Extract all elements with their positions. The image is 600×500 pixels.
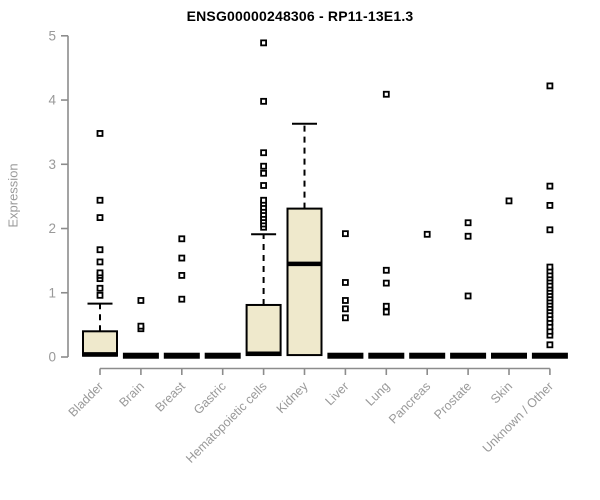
collapsed-box — [368, 352, 405, 359]
box — [245, 303, 282, 357]
outlier-point — [96, 284, 104, 292]
outlier-point — [341, 279, 349, 286]
outlier-point — [464, 219, 472, 227]
outlier-point — [96, 258, 104, 266]
x-tick-label: Liver — [322, 379, 351, 408]
x-tick-label: Lung — [363, 379, 393, 409]
collapsed-box — [163, 352, 200, 359]
outlier-point — [96, 196, 104, 204]
outlier-point — [96, 214, 104, 221]
collapsed-box — [327, 352, 364, 359]
outlier-point — [178, 235, 186, 243]
outlier-point — [260, 39, 268, 47]
x-tick-label: Prostate — [431, 379, 474, 422]
collapsed-box — [122, 352, 159, 359]
outlier-point — [382, 302, 390, 310]
outlier-point — [96, 130, 104, 137]
outlier-point — [382, 308, 390, 316]
y-tick-label: 2 — [48, 221, 56, 236]
x-tick-label: Pancreas — [386, 379, 433, 426]
outlier-point — [260, 149, 268, 157]
box — [286, 207, 323, 357]
y-tick-label: 3 — [48, 157, 56, 172]
outlier-point — [341, 305, 349, 313]
outlier-point — [341, 297, 349, 304]
chart-title: ENSG00000248306 - RP11-13E1.3 — [186, 8, 414, 24]
y-tick-label: 4 — [48, 93, 56, 108]
x-tick-label: Breast — [152, 379, 188, 415]
outlier-point — [178, 295, 186, 303]
outlier-point — [546, 201, 554, 209]
x-tick-label: Kidney — [274, 379, 311, 416]
y-tick-label: 5 — [48, 28, 56, 43]
outlier-point — [505, 197, 513, 205]
outlier-point — [260, 97, 268, 105]
outlier-point — [382, 279, 390, 287]
x-tick-label: Brain — [116, 379, 147, 410]
outlier-point — [96, 291, 104, 299]
outlier-point — [96, 269, 104, 277]
outlier-point — [546, 341, 554, 349]
collapsed-box — [204, 352, 241, 359]
collapsed-box — [450, 352, 487, 359]
outlier-point — [260, 182, 268, 189]
outlier-point — [260, 162, 268, 170]
outlier-point — [178, 272, 186, 279]
outlier-point — [464, 232, 472, 240]
collapsed-box — [491, 352, 527, 359]
y-tick-label: 0 — [48, 350, 56, 365]
outlier-point — [137, 297, 145, 304]
x-tick-label: Skin — [488, 379, 515, 406]
outlier-point — [382, 266, 390, 274]
outlier-point — [546, 263, 554, 271]
y-tick-label: 1 — [48, 285, 56, 300]
x-tick-label: Bladder — [66, 379, 106, 419]
outlier-point — [546, 226, 554, 234]
outlier-point — [341, 230, 349, 238]
outlier-point — [178, 254, 186, 262]
outlier-point — [546, 182, 554, 190]
outlier-point — [96, 246, 104, 254]
collapsed-box — [531, 352, 568, 359]
collapsed-box — [409, 352, 446, 359]
outlier-point — [546, 82, 554, 90]
outlier-point — [341, 314, 349, 322]
x-tick-label: Gastric — [191, 379, 229, 417]
x-tick-label: Unknown / Other — [480, 379, 556, 455]
outlier-point — [382, 90, 390, 98]
outlier-point — [260, 169, 268, 177]
outlier-point — [464, 292, 472, 300]
outlier-point — [260, 196, 268, 204]
x-tick-label: Hematopoietic cells — [183, 379, 270, 466]
box — [82, 330, 118, 357]
outlier-point — [423, 230, 431, 238]
outlier-point — [137, 322, 145, 330]
